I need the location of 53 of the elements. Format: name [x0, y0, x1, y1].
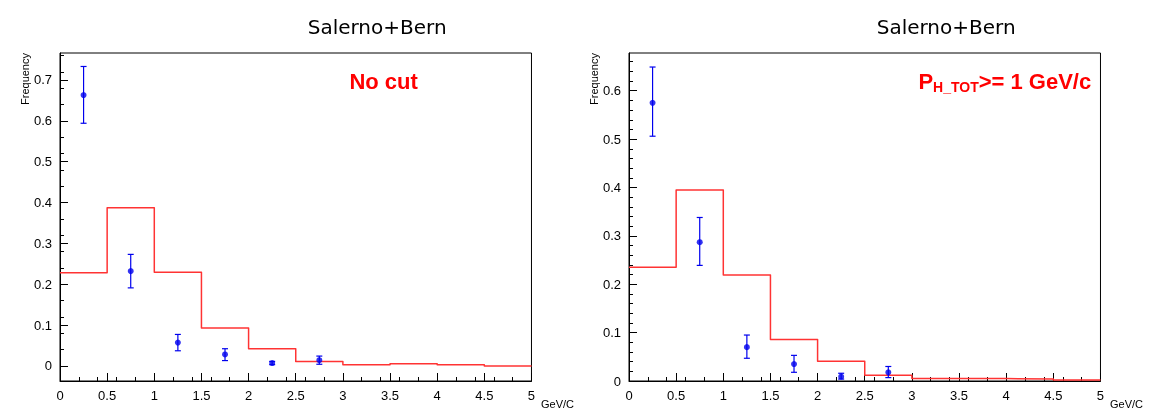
x-tick-label: 4: [1002, 388, 1010, 403]
annotation: No cut: [349, 68, 419, 94]
y-tick-label: 0.1: [33, 317, 52, 333]
x-tick-label: 1.5: [192, 388, 211, 403]
x-tick-label: 0: [625, 388, 633, 403]
x-tick-label: 2.5: [286, 388, 305, 403]
y-tick-label: 0.6: [33, 113, 52, 129]
x-tick-label: 4: [433, 388, 441, 403]
point: [696, 239, 703, 246]
x-tick-label: 1.5: [761, 388, 780, 403]
point: [174, 339, 181, 346]
y-tick-label: 0.6: [602, 83, 621, 99]
x-tick-label: 3: [908, 388, 916, 403]
x-tick-label: 5: [527, 388, 536, 403]
x-tick-label: 5: [1096, 388, 1105, 403]
y-tick-label: 0.1: [602, 325, 621, 341]
x-tick-label: 0.5: [667, 388, 686, 403]
point: [885, 369, 892, 376]
chart-title: Salerno+Bern: [307, 15, 447, 39]
x-tick-label: 2.5: [855, 388, 874, 403]
y-tick-label: 0: [613, 373, 621, 389]
point: [80, 92, 87, 99]
y-axis-title: Frequency: [587, 52, 600, 105]
x-tick-label: 2: [813, 388, 822, 403]
x-axis-title: GeV/C: [1109, 397, 1144, 410]
x-tick-label: 1: [150, 388, 158, 403]
y-tick-label: 0.2: [602, 276, 621, 292]
point: [127, 268, 134, 275]
x-tick-label: 3.5: [949, 388, 969, 403]
y-tick-label: 0.7: [33, 72, 52, 88]
y-tick-label: 0.5: [602, 131, 621, 147]
y-tick-label: 0.4: [33, 195, 52, 210]
y-axis-title: Frequency: [18, 52, 31, 105]
y-tick-label: 0.3: [602, 228, 621, 244]
y-tick-label: 0.5: [33, 154, 52, 170]
point: [743, 344, 750, 351]
x-tick-label: 3.5: [380, 388, 400, 403]
point: [791, 361, 798, 368]
x-tick-label: 1: [719, 388, 727, 403]
chart-title: Salerno+Bern: [876, 15, 1016, 39]
x-tick-label: 2: [244, 388, 253, 403]
y-tick-label: 0.2: [33, 276, 52, 292]
y-tick-label: 0.3: [33, 235, 52, 251]
y-tick-label: 0: [44, 358, 52, 374]
x-tick-label: 4.5: [475, 388, 494, 403]
point: [222, 351, 229, 358]
x-tick-label: 3: [339, 388, 347, 403]
x-tick-label: 0.5: [98, 388, 117, 403]
y-tick-label: 0.4: [602, 179, 621, 195]
x-tick-label: 0: [56, 388, 64, 403]
point: [649, 99, 656, 106]
x-axis-title: GeV/C: [540, 397, 575, 410]
x-tick-label: 4.5: [1044, 388, 1063, 403]
